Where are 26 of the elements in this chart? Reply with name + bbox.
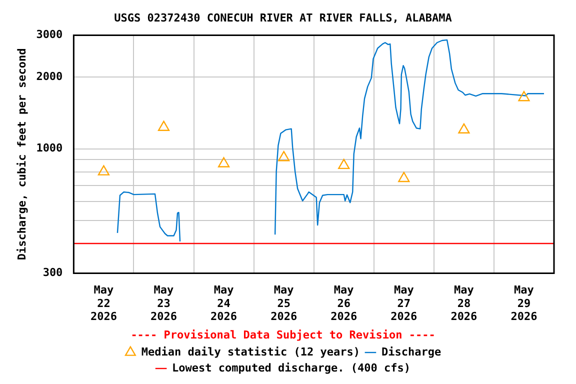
y-tick-label: 3000 — [36, 28, 63, 42]
point — [218, 157, 230, 168]
x-tick-label: May 26 2026 — [330, 284, 358, 324]
x-tick-label: May 29 2026 — [510, 284, 538, 324]
y-tick-label: 1000 — [36, 142, 63, 155]
x-tick-label: May 28 2026 — [450, 284, 478, 324]
x-tick-label: May 23 2026 — [150, 284, 178, 324]
y-tick-label: 2000 — [36, 70, 63, 83]
point — [98, 165, 110, 176]
point — [518, 91, 530, 102]
point — [398, 172, 410, 182]
point — [278, 151, 290, 162]
point — [338, 158, 350, 170]
text: ---- Provisional Data Subject to Revision ---- — [130, 328, 436, 342]
legend-label: Lowest computed discharge. (400 cfs) — [172, 361, 410, 374]
legend-label: Discharge — [381, 345, 442, 358]
chart-title: USGS 02372430 CONECUH RIVER AT RIVER FALLS, ALABAMA — [114, 11, 452, 24]
y-tick-label: 300 — [42, 266, 63, 280]
y-axis-title: Discharge, cubic feet per second — [15, 48, 28, 260]
x-tick-label: May 24 2026 — [210, 284, 238, 324]
x-tick-label: May 27 2026 — [390, 284, 418, 324]
x-tick-label: May 22 2026 — [90, 284, 118, 324]
x-tick-label: May 25 2026 — [270, 284, 298, 324]
legend-label: Median daily statistic (12 years) — [141, 345, 360, 358]
point — [158, 120, 170, 131]
point — [458, 123, 470, 134]
